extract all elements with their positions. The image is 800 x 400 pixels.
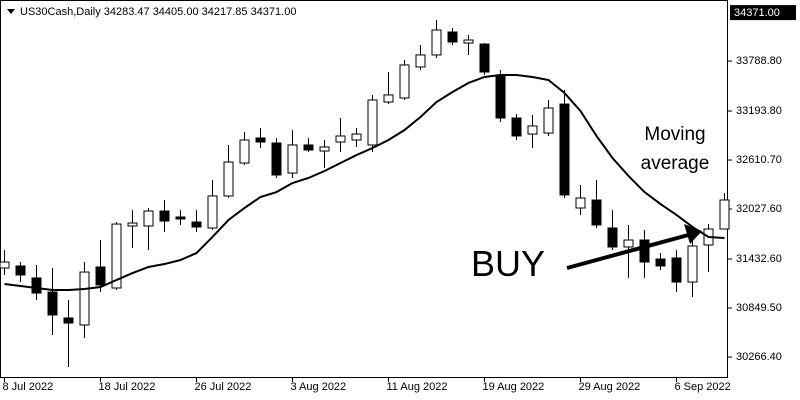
candle-body xyxy=(463,39,474,44)
chart-title: US30Cash,Daily 34283.47 34405.00 34217.8… xyxy=(20,6,296,18)
candle-body xyxy=(367,99,378,146)
candle-body xyxy=(223,161,234,197)
candle-body xyxy=(319,146,330,152)
x-tick-label: 8 Jul 2022 xyxy=(3,381,54,393)
candle-body xyxy=(431,29,442,56)
candle-body xyxy=(655,258,666,267)
candle-body xyxy=(447,31,458,43)
candle-body xyxy=(47,291,58,316)
buy-arrow xyxy=(566,232,693,270)
x-tick-label: 3 Aug 2022 xyxy=(291,381,347,393)
candle-body xyxy=(111,223,122,289)
candle-body xyxy=(575,197,586,209)
candle-body xyxy=(95,266,106,286)
candle-body xyxy=(255,137,266,143)
x-tick-label: 6 Sep 2022 xyxy=(675,381,731,393)
candle-body xyxy=(207,195,218,229)
candle-body xyxy=(303,144,314,151)
candle-body xyxy=(607,227,618,248)
candle-body xyxy=(79,271,90,326)
y-tick-label: 32027.60 xyxy=(736,203,782,215)
y-tick-label: 31432.60 xyxy=(736,253,782,265)
candle-body xyxy=(271,142,282,176)
candle-body xyxy=(687,245,698,283)
candle-body xyxy=(287,144,298,174)
y-tick-label: 33788.80 xyxy=(736,55,782,67)
candle-body xyxy=(527,125,538,135)
candle-body xyxy=(127,222,138,227)
y-tick-label: 33193.80 xyxy=(736,105,782,117)
price-tag xyxy=(730,5,796,21)
ma-annotation: Moving average xyxy=(640,124,710,174)
candle-body xyxy=(719,199,730,230)
plot-frame xyxy=(0,0,728,378)
candle-body xyxy=(591,199,602,226)
candle-body xyxy=(415,54,426,68)
candle-body xyxy=(511,117,522,137)
candle-body xyxy=(559,103,570,196)
candle-body xyxy=(335,135,346,143)
candle-body xyxy=(191,221,202,228)
candle-body xyxy=(351,133,362,141)
menu-triangle xyxy=(7,9,15,14)
candle-body xyxy=(31,277,42,294)
x-tick-label: 11 Aug 2022 xyxy=(387,381,448,393)
candle-body xyxy=(399,64,410,99)
x-tick-label: 19 Aug 2022 xyxy=(483,381,545,393)
candle-body xyxy=(639,239,650,263)
candle-body xyxy=(495,74,506,119)
x-tick-label: 26 Jul 2022 xyxy=(195,381,252,393)
candle-body xyxy=(143,210,154,227)
y-tick-label: 30849.50 xyxy=(736,302,782,314)
candle-body xyxy=(63,317,74,324)
x-tick-label: 18 Jul 2022 xyxy=(99,381,156,393)
candle-body xyxy=(623,239,634,248)
candle-body xyxy=(671,257,682,283)
price-tag-label: 34371.00 xyxy=(734,7,780,19)
candle-body xyxy=(543,107,554,134)
y-tick-label: 32610.70 xyxy=(736,154,782,166)
candle-body xyxy=(175,216,186,220)
candle-body xyxy=(0,261,10,269)
buy-annotation: BUY xyxy=(470,243,546,284)
buy-arrow-head xyxy=(684,224,702,244)
candle-body xyxy=(383,94,394,103)
y-tick-label: 30266.40 xyxy=(736,351,782,363)
candle-body xyxy=(15,265,26,276)
candle-body xyxy=(239,139,250,164)
candle-body xyxy=(479,43,490,73)
x-tick-label: 29 Aug 2022 xyxy=(579,381,641,393)
candle-body xyxy=(159,210,170,222)
moving-average-line xyxy=(4,73,725,292)
